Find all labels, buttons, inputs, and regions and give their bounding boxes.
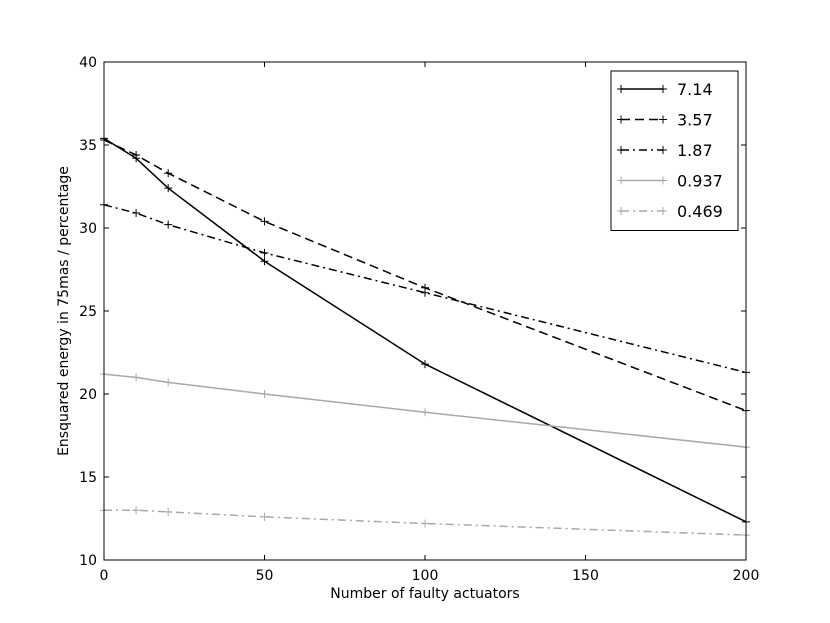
data-point-marker [421,519,429,528]
series-line-4 [104,509,747,536]
legend-label: 1.87 [677,141,713,160]
legend-marker [659,85,667,93]
x-tick-label: 200 [733,568,760,584]
data-point-marker [164,169,173,178]
x-tick-label: 50 [256,568,274,584]
series-line-3 [103,373,747,448]
data-point-marker [132,209,141,218]
legend-label: 0.937 [677,172,723,191]
legend-marker [659,146,667,154]
data-point-marker [132,506,141,515]
data-point-marker [164,184,173,193]
data-point-marker [132,373,141,382]
data-point-marker [421,360,429,369]
series-line-0 [103,137,747,523]
data-point-marker [132,150,141,159]
data-point-marker [421,288,429,297]
y-tick-label: 20 [79,387,97,403]
data-point-marker [260,257,269,266]
legend-marker [659,176,667,185]
legend-marker [617,115,625,124]
legend-marker [659,207,667,215]
y-tick-label: 30 [79,221,97,237]
axis-ticks: 0 50 100 150 200 10 15 20 25 30 35 40 [79,55,759,584]
data-point-marker [260,390,269,398]
x-tick-label: 0 [100,568,109,584]
data-point-marker [164,220,173,229]
data-point-marker [260,512,269,521]
x-axis-label: Number of faulty actuators [330,586,519,602]
y-tick-label: 10 [79,553,97,569]
y-tick-label: 25 [79,304,97,320]
legend: 7.14 3.57 1.87 0.937 0.469 [610,70,739,231]
x-tick-label: 100 [412,568,439,584]
y-tick-label: 15 [79,470,97,486]
legend-box [610,70,739,231]
legend-marker [617,85,625,93]
legend-marker [617,207,625,215]
legend-label: 3.57 [677,111,713,130]
legend-marker [617,176,625,185]
data-point-marker [164,507,173,516]
y-tick-label: 35 [79,138,97,154]
legend-marker [659,115,667,124]
data-point-marker [260,217,269,226]
legend-label: 0.469 [677,202,723,221]
data-point-marker [260,248,269,257]
series-line-1 [103,139,747,412]
legend-marker [617,146,625,154]
data-point-marker [421,408,429,417]
legend-label: 7.14 [677,80,713,99]
data-point-marker [164,378,173,387]
y-tick-label: 40 [79,55,97,71]
x-tick-label: 150 [572,568,599,584]
plot-lines [100,134,750,540]
y-axis-label: Ensquared energy in 75mas / percentage [56,166,72,456]
